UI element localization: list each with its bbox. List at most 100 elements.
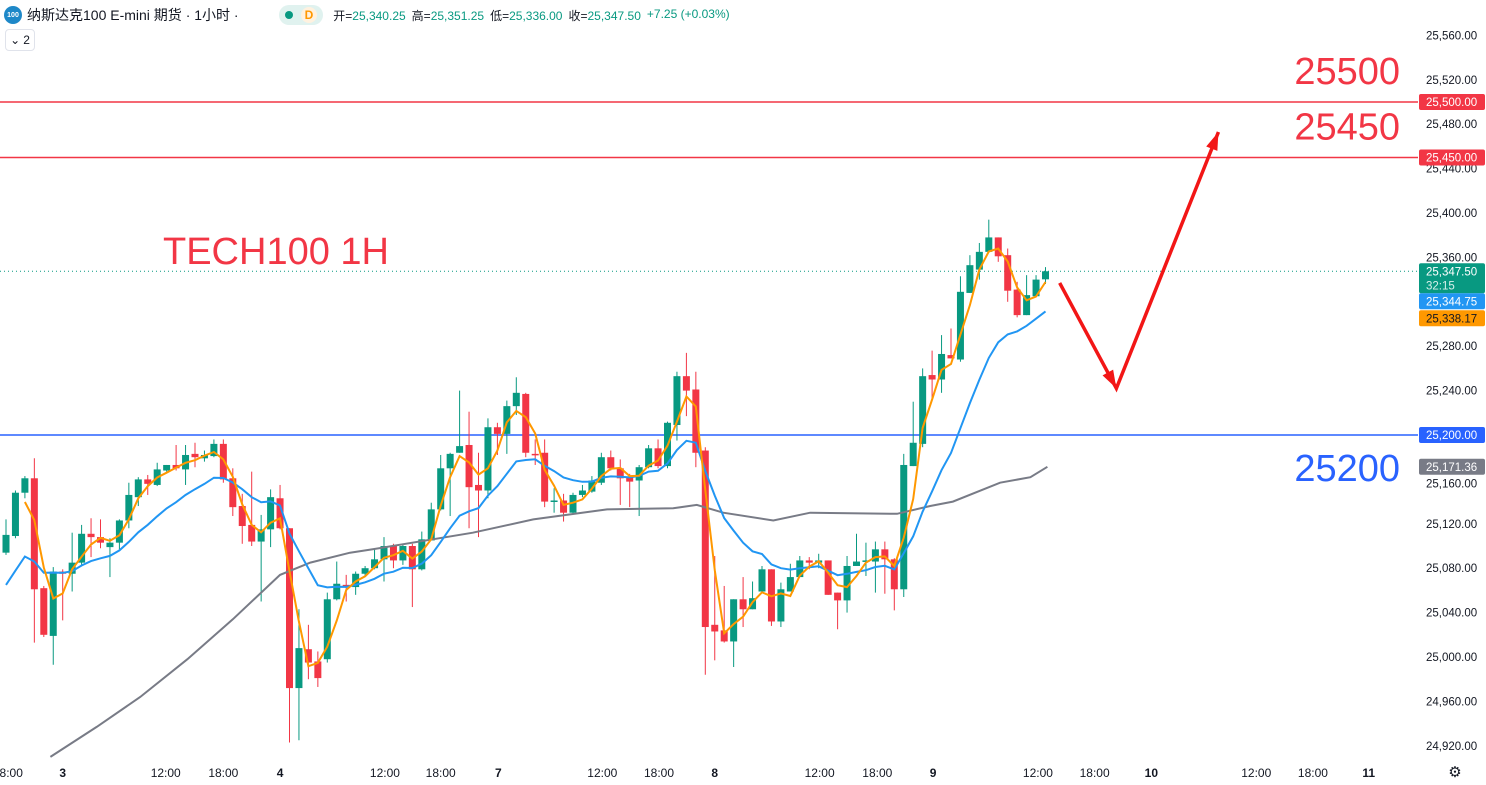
candle-bullish bbox=[985, 219, 993, 252]
candle-body bbox=[446, 453, 454, 469]
candle-bearish bbox=[767, 569, 775, 626]
candle-body bbox=[928, 375, 936, 380]
candle-body bbox=[21, 478, 29, 493]
candle-bullish bbox=[361, 565, 369, 576]
candle-body bbox=[673, 376, 681, 426]
candle-body bbox=[371, 559, 379, 569]
candle-body bbox=[163, 464, 171, 471]
candle-bearish bbox=[408, 543, 416, 608]
candle-bullish bbox=[163, 464, 171, 472]
candle-bullish bbox=[919, 368, 927, 448]
symbol-title[interactable]: 纳斯达克100 E-mini 期货 · 1小时 · bbox=[27, 7, 239, 23]
candle-body bbox=[115, 520, 123, 543]
candle-body bbox=[389, 546, 397, 561]
time-tick-label: 12:00 bbox=[1241, 766, 1271, 780]
price-tick-label: 25,160.00 bbox=[1426, 478, 1477, 490]
candle-body bbox=[503, 406, 511, 434]
candle-body bbox=[909, 442, 917, 467]
candle-bullish bbox=[2, 519, 10, 555]
candle-body bbox=[626, 477, 634, 482]
candle-bullish bbox=[257, 514, 265, 602]
level-price-badge-bg bbox=[1419, 94, 1485, 110]
candle-body bbox=[720, 630, 728, 642]
candle-body bbox=[11, 492, 19, 537]
gear-icon[interactable]: ⚙ bbox=[1448, 764, 1462, 781]
indicators-toggle-button[interactable]: ⌄ 2 bbox=[5, 29, 35, 51]
candle-body bbox=[106, 542, 114, 548]
candle-bullish bbox=[323, 592, 331, 663]
candle-bullish bbox=[11, 490, 19, 539]
time-tick-label: 8 bbox=[711, 766, 718, 780]
time-tick-label: 12:00 bbox=[1023, 766, 1053, 780]
market-status-pill[interactable]: D bbox=[278, 5, 324, 25]
time-tick-label: 18:00 bbox=[644, 766, 674, 780]
ma-slow-line bbox=[49, 465, 1048, 758]
candle-body bbox=[569, 494, 577, 513]
ma-fast-line bbox=[24, 247, 1047, 668]
candle-body bbox=[711, 624, 719, 632]
time-tick-label: 4 bbox=[277, 766, 284, 780]
candle-bullish bbox=[966, 255, 974, 293]
candle-bullish bbox=[550, 488, 558, 513]
price-axis bbox=[1418, 0, 1486, 760]
candle-bullish bbox=[333, 561, 341, 601]
candle-bullish bbox=[938, 335, 946, 393]
candle-bullish bbox=[777, 582, 785, 628]
candle-body bbox=[286, 528, 293, 689]
candle-body bbox=[295, 648, 303, 689]
candle-bullish bbox=[21, 476, 29, 499]
candle-bearish bbox=[692, 371, 700, 468]
candle-body bbox=[531, 453, 539, 456]
low-value: 25,336.00 bbox=[509, 8, 563, 23]
time-tick-label: 10 bbox=[1145, 766, 1159, 780]
candle-body bbox=[484, 427, 492, 491]
candle-body bbox=[493, 427, 501, 434]
time-tick-label: 18:00 bbox=[426, 766, 456, 780]
price-tick-label: 25,400.00 bbox=[1426, 208, 1477, 220]
candle-body bbox=[645, 448, 653, 468]
delayed-data-badge: D bbox=[300, 7, 318, 23]
candle-body bbox=[30, 478, 38, 590]
price-tick-label: 25,520.00 bbox=[1426, 75, 1477, 87]
candle-bullish bbox=[909, 401, 917, 467]
high-value: 25,351.25 bbox=[430, 8, 485, 23]
candle-body bbox=[522, 393, 530, 453]
candle-body bbox=[938, 353, 946, 380]
candle-body bbox=[456, 446, 464, 453]
candle-bearish bbox=[560, 493, 568, 522]
price-tick-label: 25,240.00 bbox=[1426, 386, 1477, 398]
level-annotation: 25500 bbox=[1294, 51, 1400, 93]
candle-body bbox=[862, 560, 870, 562]
price-tick-label: 24,920.00 bbox=[1426, 741, 1477, 753]
price-tick-label: 25,360.00 bbox=[1426, 252, 1477, 264]
candle-bullish bbox=[484, 418, 492, 499]
candle-bearish bbox=[40, 585, 48, 638]
candle-bearish bbox=[824, 560, 832, 595]
candle-bullish bbox=[843, 555, 851, 613]
candle-bullish bbox=[635, 464, 643, 517]
ma-fast-badge: 25,338.17 bbox=[1426, 313, 1477, 325]
candle-bullish bbox=[975, 242, 983, 280]
candle-body bbox=[975, 251, 983, 270]
change-value: +7.25 (+0.03%) bbox=[646, 6, 730, 21]
level-price-badge-bg bbox=[1419, 149, 1485, 166]
symbol-logo: 100 bbox=[4, 6, 22, 24]
candle-body bbox=[380, 546, 388, 560]
candle-bullish bbox=[1023, 275, 1031, 316]
candle-body bbox=[701, 450, 709, 628]
candle-body bbox=[541, 452, 549, 502]
indicator-count: 2 bbox=[23, 33, 30, 47]
candle-bearish bbox=[87, 518, 95, 558]
time-tick-label: 9 bbox=[930, 766, 937, 780]
candle-bearish bbox=[475, 452, 482, 538]
close-value: 25,347.50 bbox=[587, 8, 641, 23]
market-open-dot-icon bbox=[284, 11, 293, 19]
candle-body bbox=[597, 457, 605, 483]
candle-body bbox=[304, 649, 312, 663]
candle-body bbox=[578, 490, 586, 495]
candle-bearish bbox=[531, 439, 539, 465]
chart-title-annotation: TECH100 1H bbox=[163, 231, 389, 273]
chevron-down-icon: ⌄ bbox=[10, 33, 21, 47]
candle-bearish bbox=[286, 528, 293, 743]
